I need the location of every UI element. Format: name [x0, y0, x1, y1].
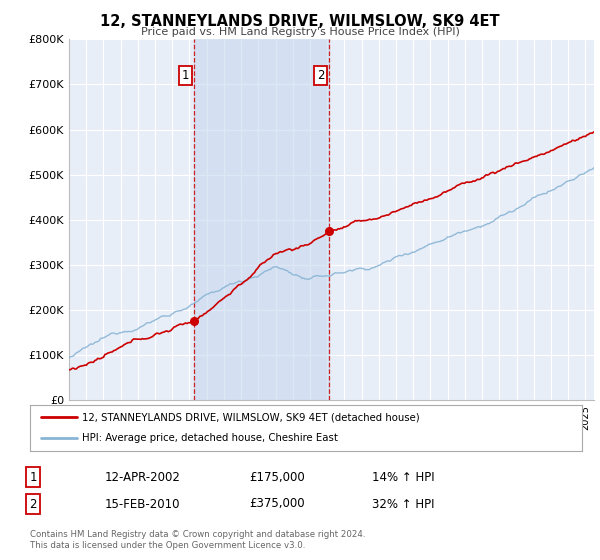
Text: This data is licensed under the Open Government Licence v3.0.: This data is licensed under the Open Gov…	[30, 541, 305, 550]
Text: HPI: Average price, detached house, Cheshire East: HPI: Average price, detached house, Ches…	[82, 433, 338, 444]
Text: 12, STANNEYLANDS DRIVE, WILMSLOW, SK9 4ET (detached house): 12, STANNEYLANDS DRIVE, WILMSLOW, SK9 4E…	[82, 412, 420, 422]
Text: 2: 2	[29, 497, 37, 511]
Text: 15-FEB-2010: 15-FEB-2010	[105, 497, 181, 511]
Text: £375,000: £375,000	[249, 497, 305, 511]
Text: 12, STANNEYLANDS DRIVE, WILMSLOW, SK9 4ET: 12, STANNEYLANDS DRIVE, WILMSLOW, SK9 4E…	[100, 14, 500, 29]
Text: 12-APR-2002: 12-APR-2002	[105, 470, 181, 484]
Text: 1: 1	[182, 69, 190, 82]
Text: Price paid vs. HM Land Registry's House Price Index (HPI): Price paid vs. HM Land Registry's House …	[140, 27, 460, 37]
Text: £175,000: £175,000	[249, 470, 305, 484]
Text: 1: 1	[29, 470, 37, 484]
Bar	[194, 39, 329, 400]
Text: 2: 2	[317, 69, 325, 82]
Text: Contains HM Land Registry data © Crown copyright and database right 2024.: Contains HM Land Registry data © Crown c…	[30, 530, 365, 539]
Text: 14% ↑ HPI: 14% ↑ HPI	[372, 470, 434, 484]
Text: 32% ↑ HPI: 32% ↑ HPI	[372, 497, 434, 511]
